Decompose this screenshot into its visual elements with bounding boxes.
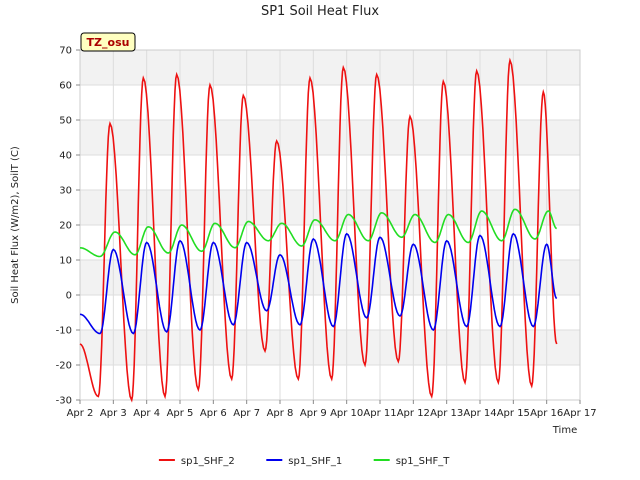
series-line-sp1_SHF_1 [79,232,558,335]
annotation-background [80,32,136,52]
x-tick-label: Apr 4 [133,408,160,419]
y-tick-label: 40 [59,151,72,162]
x-tick-label: Apr 7 [233,408,260,419]
y-axis-ticks: -30 -20 -10 0 10 20 30 40 50 60 70 [56,46,80,407]
x-axis-label: Time [552,425,577,436]
grid-band [80,85,580,120]
x-tick-label: Apr 6 [200,408,227,419]
y-tick-label: 0 [66,291,72,302]
series-lines [79,57,558,403]
grid-band [80,155,580,190]
y-tick-label: 70 [59,46,72,57]
y-tick-label: -20 [56,361,72,372]
x-tick-label: Apr 11 [363,408,396,419]
annotation-box: TZ_osu [80,32,136,52]
legend-label: sp1_SHF_T [396,456,451,467]
grid-band [80,190,580,225]
x-tick-label: Apr 10 [330,408,363,419]
grid-band [80,260,580,295]
grid-bands [80,50,580,400]
x-tick-label: Apr 5 [167,408,194,419]
chart-title: SP1 Soil Heat Flux [261,4,379,19]
y-tick-label: 10 [59,256,72,267]
grid-band [80,225,580,260]
x-tick-label: Apr 13 [430,408,463,419]
annotation-text: TZ_osu [87,36,130,49]
legend-label: sp1_SHF_1 [288,456,342,467]
x-tick-label: Apr 12 [397,408,430,419]
x-axis-ticks: Apr 2 Apr 3 Apr 4 Apr 5 Apr 6 Apr 7 Apr 8 Apr 9… [67,400,597,419]
x-tick-label: Apr 3 [100,408,127,419]
series-line-sp1_SHF_T [79,208,557,258]
y-tick-label: -10 [56,326,72,337]
y-tick-label: -30 [56,396,72,407]
x-tick-label: Apr 9 [300,408,327,419]
y-tick-label: 60 [59,81,72,92]
y-tick-label: 50 [59,116,72,127]
x-tick-label: Apr 17 [563,408,596,419]
series-line-sp1_SHF_2 [79,57,558,403]
y-axis-label: Soil Heat Flux (W/m2), SoilT (C) [10,146,21,304]
legend: sp1_SHF_2 sp1_SHF_1 sp1_SHF_T [158,456,451,467]
x-tick-label: Apr 16 [530,408,563,419]
grid-band [80,50,580,85]
y-tick-label: 20 [59,221,72,232]
x-tick-label: Apr 15 [497,408,530,419]
grid-band [80,330,580,365]
x-tick-label: Apr 2 [67,408,94,419]
grid-band [80,120,580,155]
x-tick-label: Apr 8 [267,408,294,419]
y-tick-label: 30 [59,186,72,197]
x-tick-label: Apr 14 [463,408,496,419]
legend-label: sp1_SHF_2 [181,456,235,467]
